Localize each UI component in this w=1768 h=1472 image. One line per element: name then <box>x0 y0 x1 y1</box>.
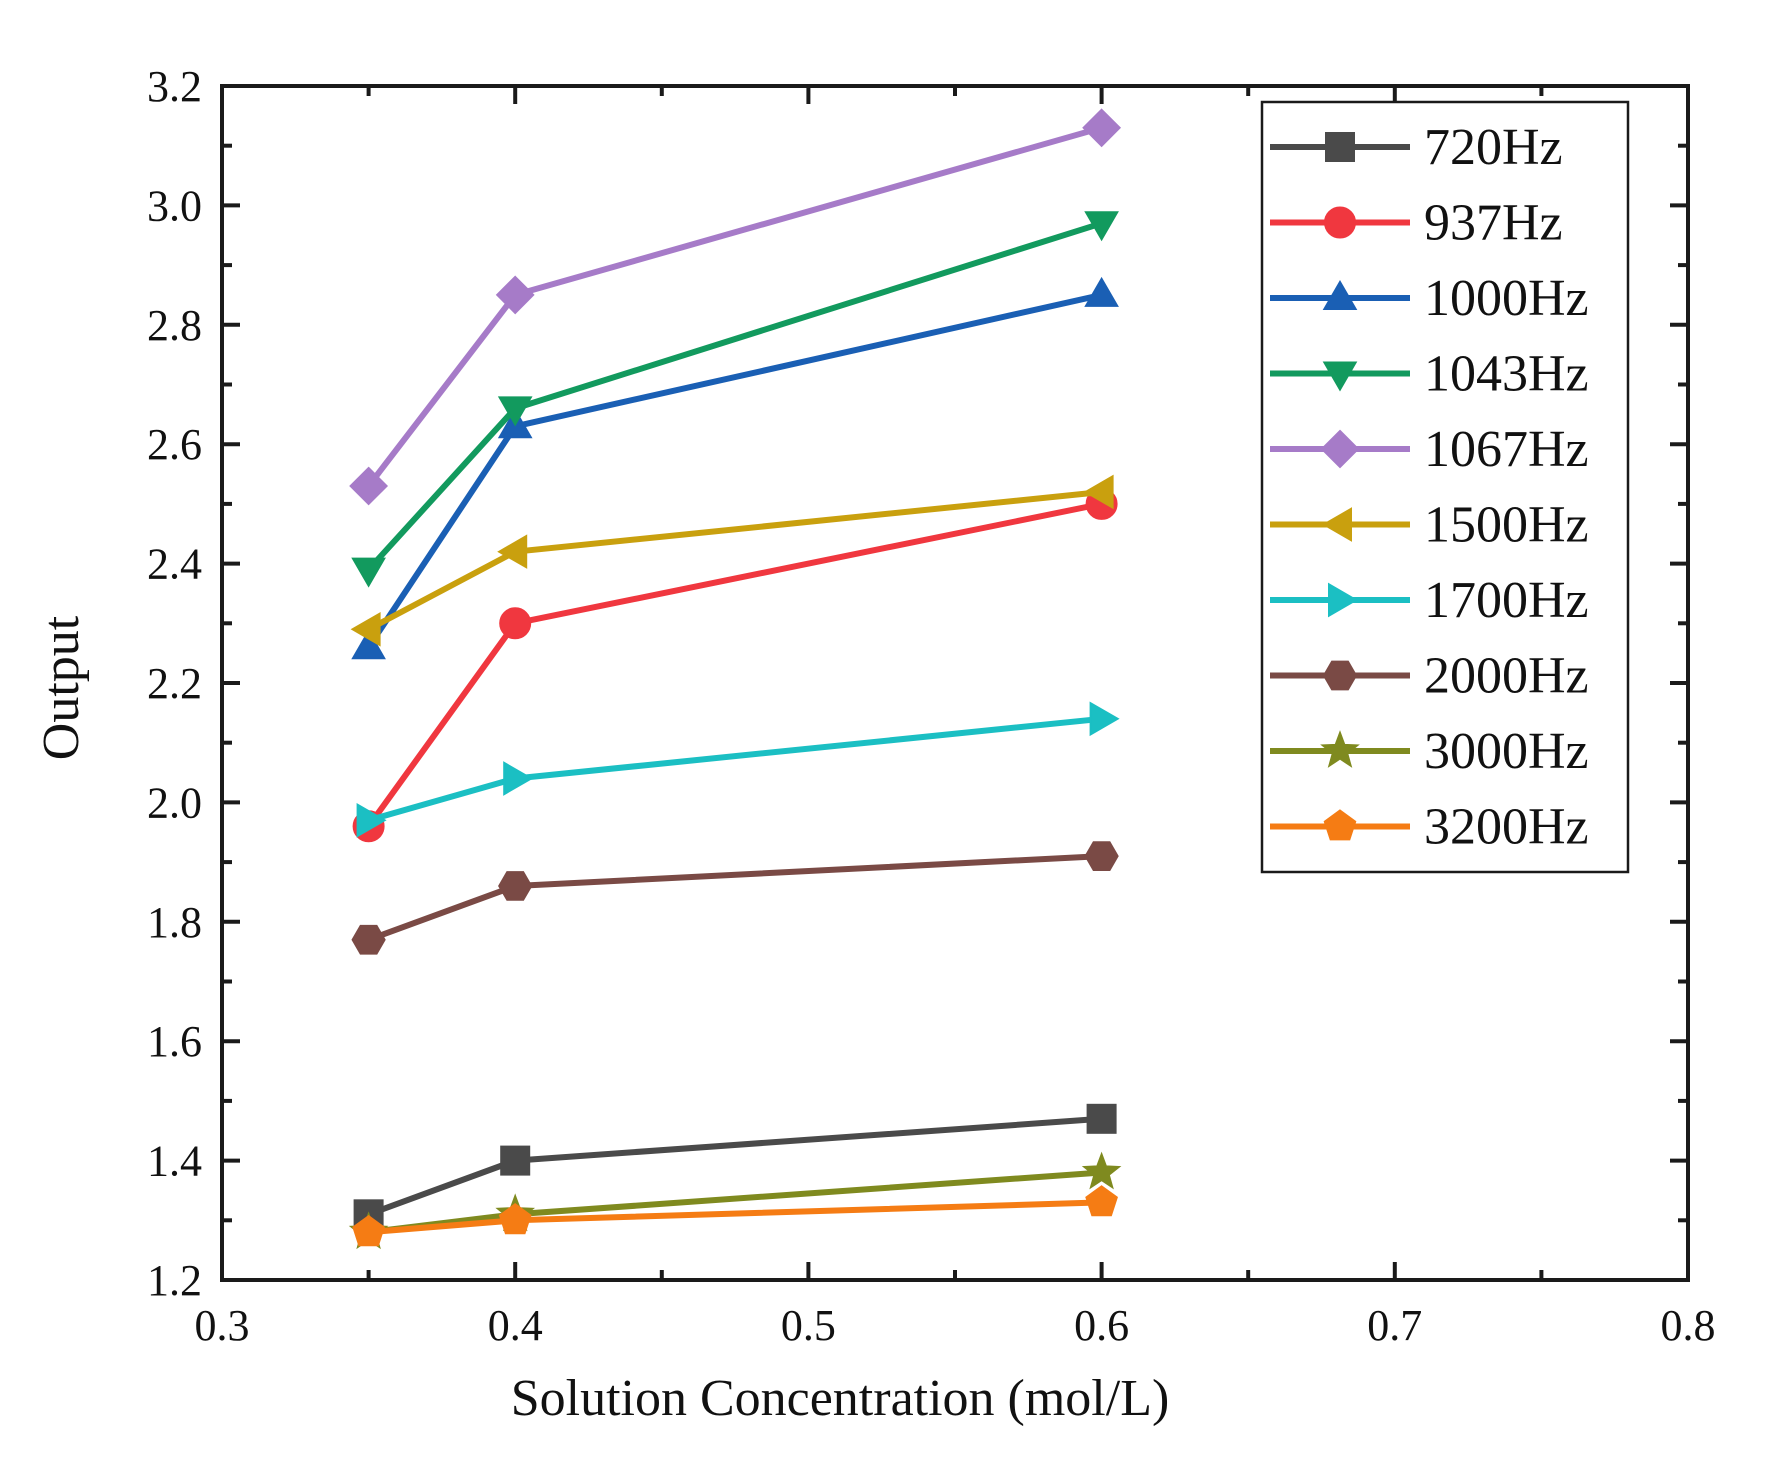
legend-item: 1067Hz <box>1270 421 1589 478</box>
data-point <box>1084 211 1119 242</box>
data-point <box>497 534 528 569</box>
data-point <box>499 607 532 640</box>
data-point <box>495 275 535 315</box>
series-line <box>366 291 1103 649</box>
legend: 720Hz 937Hz 1000Hz 1043Hz 1067Hz 1500Hz 1700Hz… <box>1260 100 1630 874</box>
legend-item: 720Hz <box>1270 119 1563 176</box>
x-tick-label: 0.4 <box>488 1301 543 1350</box>
legend-label: 1067Hz <box>1424 421 1589 478</box>
data-point <box>351 629 386 660</box>
series-line <box>367 853 1102 943</box>
data-point <box>351 924 386 955</box>
legend-item: 1500Hz <box>1270 497 1589 554</box>
y-tick-label: 2.0 <box>147 778 202 827</box>
series-1043Hz <box>351 211 1119 588</box>
y-tick-label: 3.2 <box>147 62 202 111</box>
series-line <box>366 220 1103 572</box>
legend-label: 3200Hz <box>1424 799 1589 856</box>
series-1067Hz <box>349 108 1122 506</box>
y-tick-label: 2.4 <box>147 540 202 589</box>
series-720Hz <box>353 1103 1117 1230</box>
series-3000Hz <box>348 1151 1122 1250</box>
y-tick-label: 2.8 <box>147 301 202 350</box>
data-point <box>351 557 386 588</box>
x-axis-label: Solution Concentration (mol/L) <box>511 1370 1170 1427</box>
y-tick-label: 2.6 <box>147 420 202 469</box>
data-point <box>498 871 533 901</box>
series-line <box>367 489 1102 632</box>
series-2000Hz <box>351 841 1119 955</box>
legend-marker <box>1322 507 1352 542</box>
data-point <box>1085 1185 1118 1217</box>
legend-item: 3000Hz <box>1270 723 1589 780</box>
legend-item: 1000Hz <box>1270 270 1589 327</box>
legend-item: 1700Hz <box>1270 572 1589 629</box>
legend-label: 720Hz <box>1424 119 1563 176</box>
y-tick-label: 1.2 <box>147 1256 202 1305</box>
legend-label: 2000Hz <box>1424 648 1589 705</box>
data-point <box>349 466 389 506</box>
data-point <box>356 802 387 838</box>
series-1500Hz <box>350 474 1114 647</box>
y-tick-label: 1.6 <box>147 1017 202 1066</box>
data-point <box>1081 1151 1122 1190</box>
legend-label: 1500Hz <box>1424 497 1589 554</box>
data-point <box>1084 841 1119 871</box>
data-point <box>497 396 533 427</box>
legend-marker <box>1320 730 1360 768</box>
legend-marker <box>1322 361 1358 392</box>
legend-box <box>1260 100 1630 874</box>
legend-marker <box>1328 582 1358 618</box>
series-group <box>348 108 1122 1250</box>
legend-label: 937Hz <box>1424 195 1563 252</box>
x-tick-label: 0.3 <box>195 1301 250 1350</box>
y-tick-label: 2.2 <box>147 659 202 708</box>
data-point <box>1086 1103 1117 1134</box>
series-line <box>366 124 1103 488</box>
legend-label: 3000Hz <box>1424 723 1589 780</box>
legend-marker <box>1320 429 1360 469</box>
legend-item: 1043Hz <box>1270 346 1589 403</box>
data-point <box>503 761 534 796</box>
series-line <box>366 500 1103 829</box>
data-point <box>500 1145 531 1176</box>
legend-label: 1043Hz <box>1424 346 1589 403</box>
series-1700Hz <box>356 701 1120 838</box>
legend-marker <box>1323 809 1357 841</box>
legend-marker <box>1325 132 1355 162</box>
legend-item: 3200Hz <box>1270 799 1589 856</box>
series-937Hz <box>352 487 1118 843</box>
series-line <box>367 715 1102 824</box>
y-tick-label: 3.0 <box>147 181 202 230</box>
legend-label: 1000Hz <box>1424 270 1589 327</box>
y-tick-label: 1.8 <box>147 898 202 947</box>
data-point <box>350 611 381 647</box>
legend-marker <box>1324 206 1356 239</box>
x-tick-label: 0.7 <box>1367 1301 1422 1350</box>
data-point <box>1082 108 1122 148</box>
data-point <box>1084 276 1119 307</box>
axes: 0.3 0.4 0.5 0.6 0.7 0.8 1.2 1.4 1.6 1.8 2.0 2.2 2.4 2… <box>147 62 1716 1350</box>
data-point <box>352 1214 385 1247</box>
series-3200Hz <box>352 1185 1118 1247</box>
data-point <box>498 1203 532 1235</box>
data-point <box>1089 701 1120 737</box>
series-1000Hz <box>351 276 1119 660</box>
legend-label: 1700Hz <box>1424 572 1589 629</box>
x-tick-label: 0.6 <box>1074 1301 1129 1350</box>
data-point <box>1083 474 1114 510</box>
legend-item: 937Hz <box>1270 195 1563 252</box>
x-tick-label: 0.5 <box>781 1301 836 1350</box>
y-axis-label: Output <box>33 615 90 760</box>
legend-item: 2000Hz <box>1270 648 1589 705</box>
x-tick-label: 0.8 <box>1661 1301 1716 1350</box>
y-tick-label: 1.4 <box>147 1137 202 1186</box>
legend-marker <box>1322 660 1358 691</box>
legend-marker <box>1322 280 1358 310</box>
